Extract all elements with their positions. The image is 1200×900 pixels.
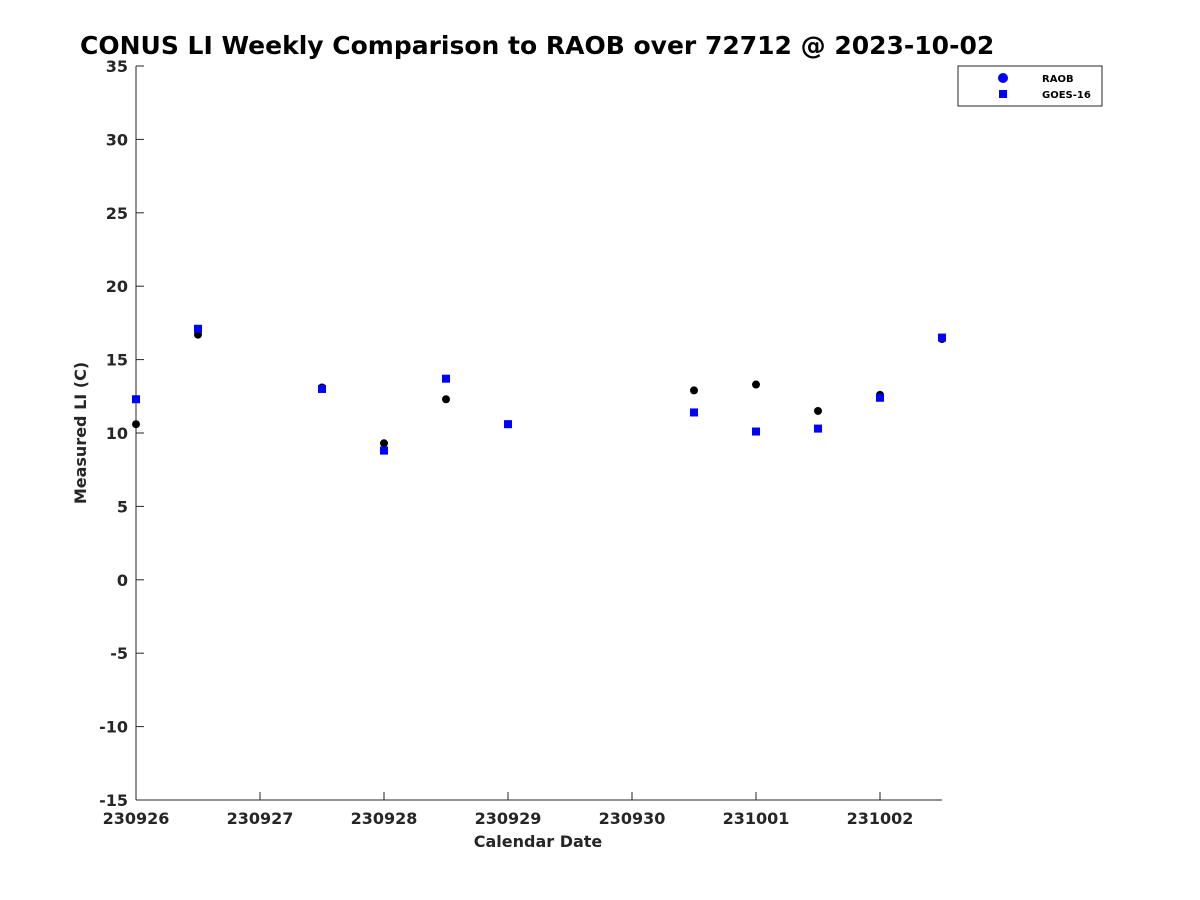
- y-tick-label: 35: [106, 57, 128, 76]
- legend-label: GOES-16: [1042, 90, 1091, 101]
- y-tick-label: -10: [99, 718, 128, 737]
- legend-box: [957, 65, 1103, 107]
- y-tick-label: 0: [117, 571, 128, 590]
- y-tick-label: 20: [106, 277, 128, 296]
- raob-point: [752, 380, 760, 389]
- goes16-point: [442, 374, 450, 383]
- legend-marker-circle: [998, 73, 1008, 83]
- x-tick-label: 230926: [103, 809, 170, 828]
- raob-point: [132, 420, 140, 429]
- goes16-point: [318, 384, 326, 393]
- y-tick-label: 10: [106, 424, 128, 443]
- y-tick-label: 30: [106, 130, 128, 149]
- raob-point: [814, 406, 822, 415]
- raob-point: [380, 439, 388, 448]
- goes16-point: [876, 393, 884, 402]
- y-tick-label: -5: [110, 644, 128, 663]
- x-tick-label: 230927: [227, 809, 294, 828]
- data-points: [132, 324, 946, 455]
- goes16-point: [938, 333, 946, 342]
- goes16-point: [132, 395, 140, 404]
- goes16-point: [194, 324, 202, 333]
- goes16-point: [752, 427, 760, 436]
- goes16-point: [814, 424, 822, 433]
- goes16-point: [380, 446, 388, 455]
- goes16-point: [690, 408, 698, 417]
- legend-label: RAOB: [1042, 74, 1074, 85]
- y-tick-label: 25: [106, 204, 128, 223]
- x-axis-label: Calendar Date: [474, 832, 603, 851]
- x-tick-label: 230929: [475, 809, 542, 828]
- goes16-point: [504, 420, 512, 429]
- y-ticks: 35 30 25 20 15 10 5 0 -5 -10 -15: [99, 57, 144, 810]
- axes: [135, 66, 942, 801]
- x-tick-label: 230928: [351, 809, 418, 828]
- y-tick-label: 15: [106, 351, 128, 370]
- y-tick-label: 5: [117, 497, 128, 516]
- x-tick-label: 231001: [723, 809, 790, 828]
- x-tick-label: 230930: [599, 809, 666, 828]
- x-ticks: 230926 230927 230928 230929 230930 231001 2310…: [103, 792, 914, 828]
- raob-point: [442, 395, 450, 404]
- y-tick-label: -15: [99, 791, 128, 810]
- y-axis-label: Measured LI (C): [71, 362, 90, 504]
- chart-title: CONUS LI Weekly Comparison to RAOB over …: [80, 31, 994, 60]
- legend: RAOB GOES-16: [957, 65, 1103, 107]
- legend-marker-square: [999, 90, 1007, 98]
- x-tick-label: 231002: [847, 809, 914, 828]
- raob-point: [690, 386, 698, 395]
